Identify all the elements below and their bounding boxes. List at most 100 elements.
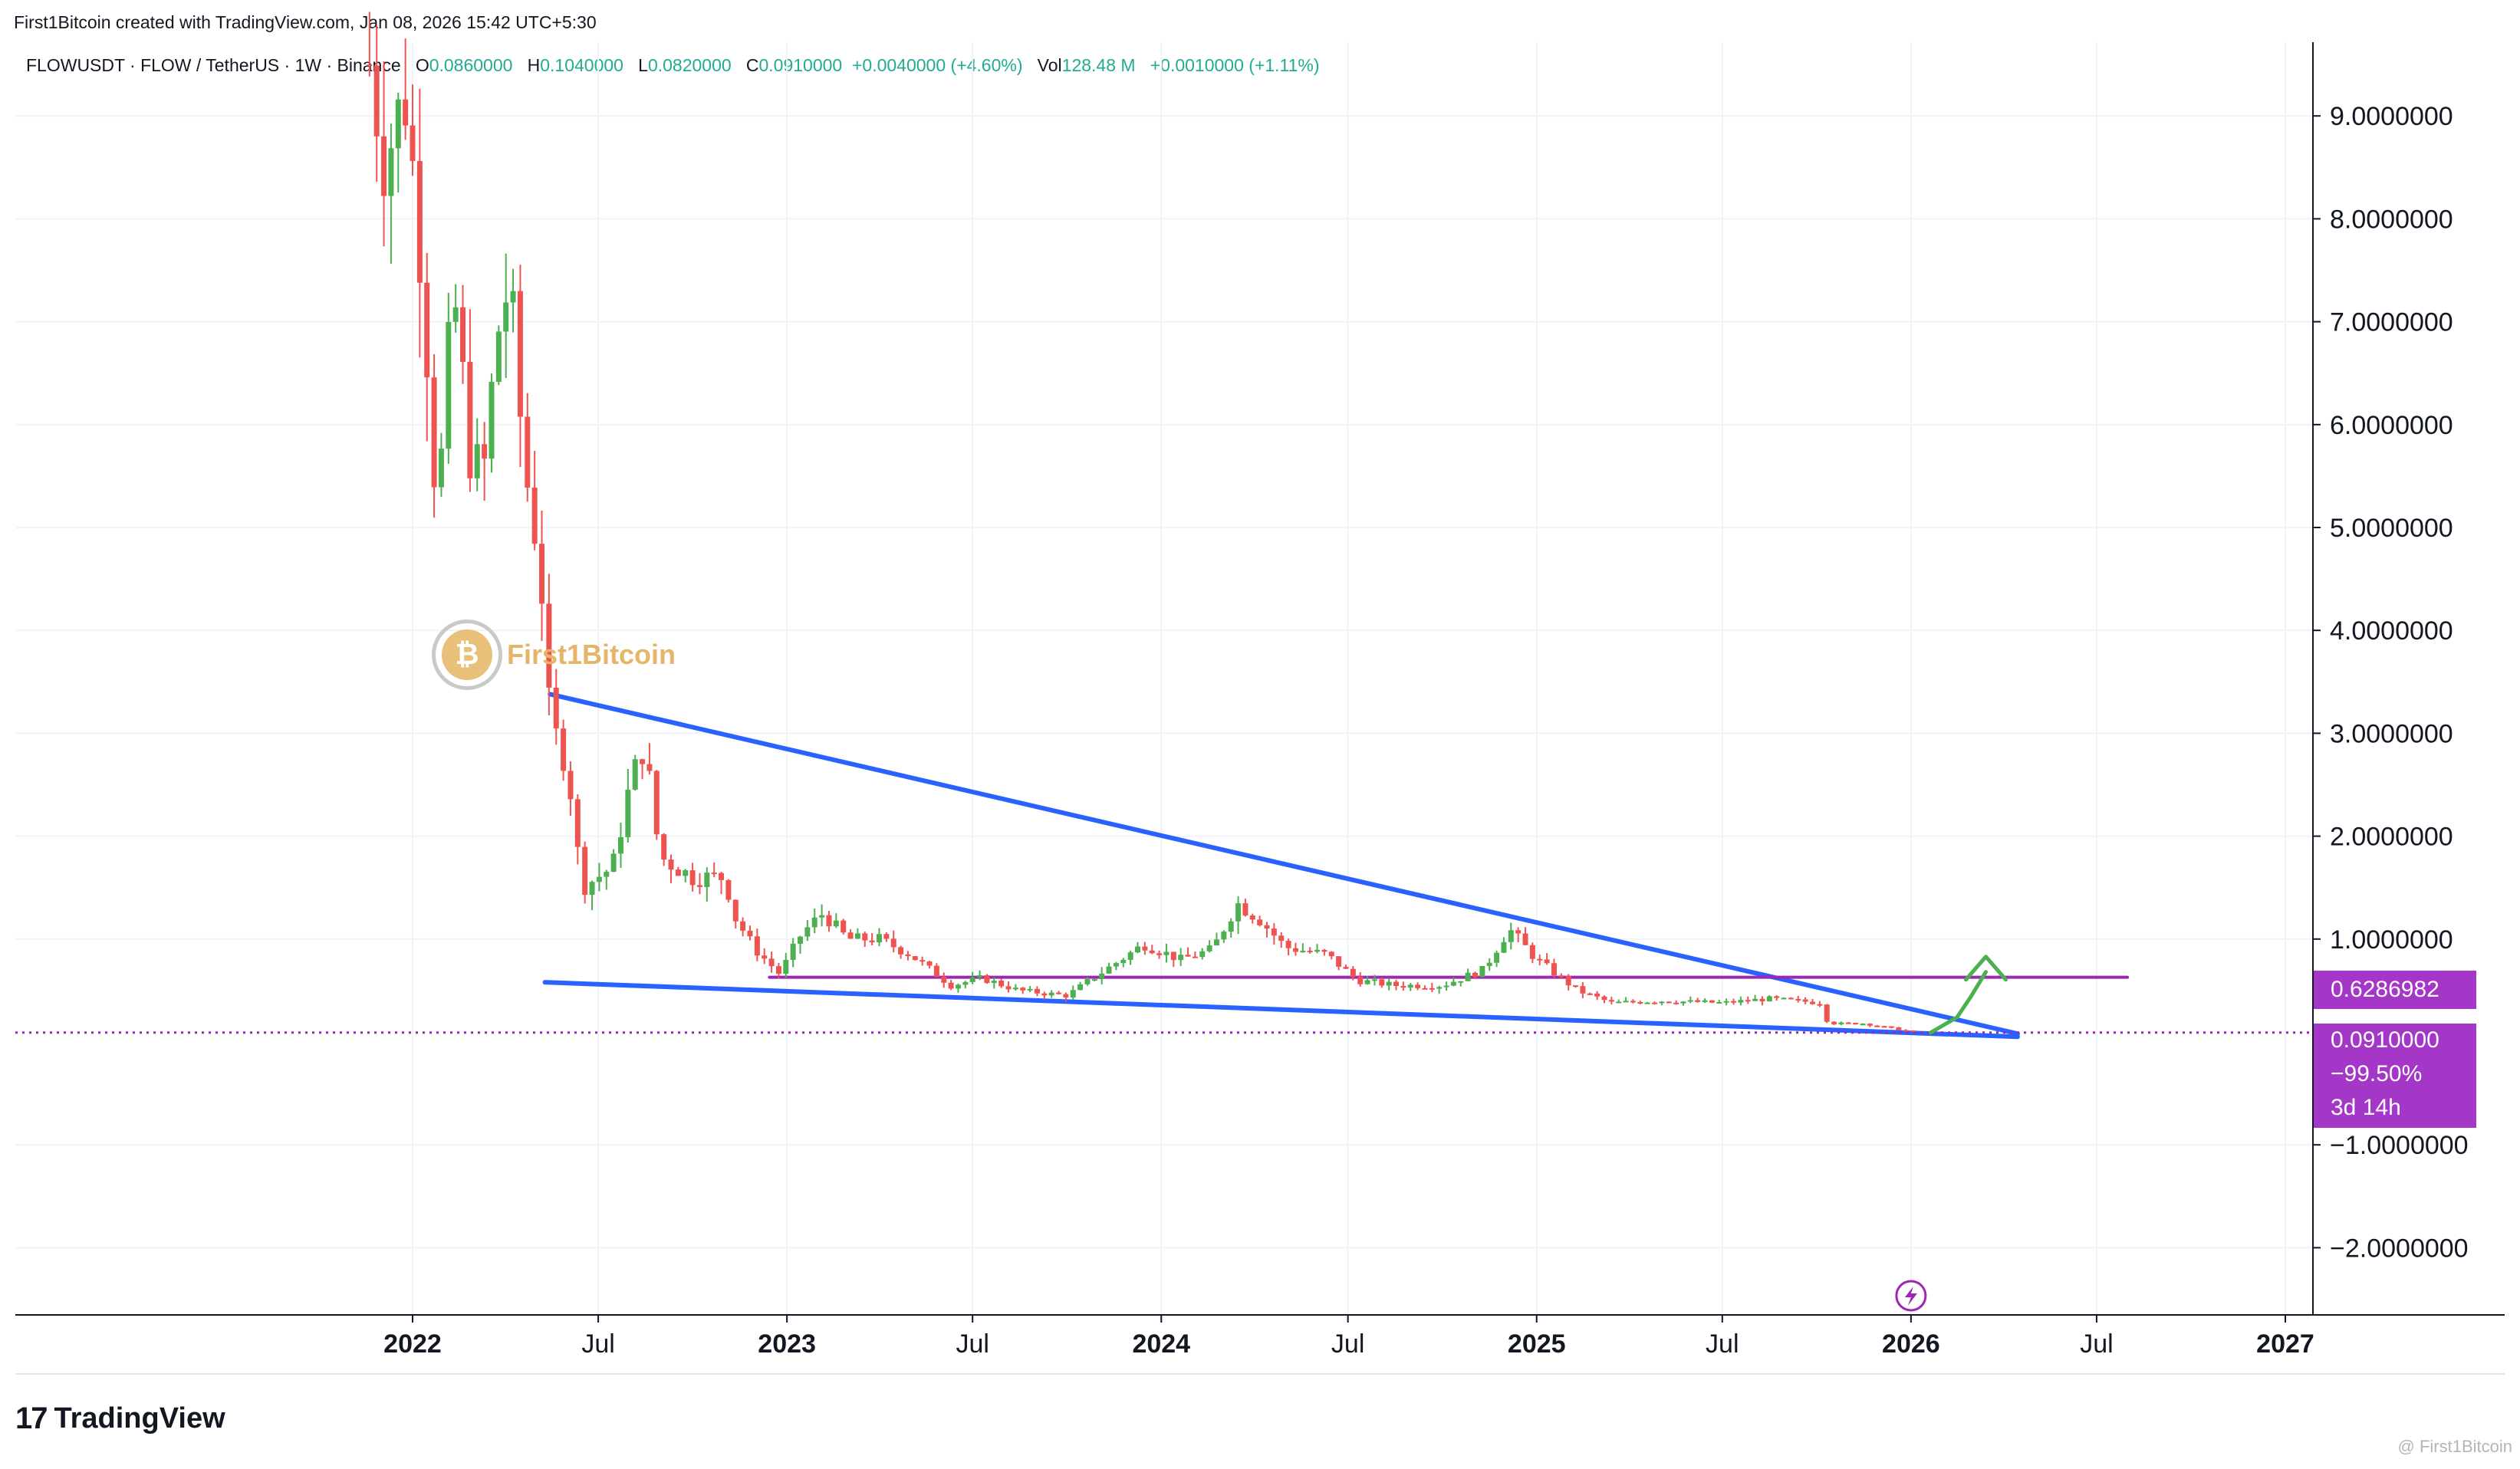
- candle: [1680, 1001, 1686, 1006]
- candle-body: [1544, 959, 1550, 964]
- candle: [725, 879, 732, 903]
- candle-body: [1393, 981, 1400, 986]
- candle: [1034, 986, 1040, 997]
- candle-body: [646, 764, 653, 771]
- candle: [941, 972, 947, 988]
- candle-body: [1486, 962, 1492, 966]
- candle: [1465, 968, 1471, 981]
- candle-body: [1379, 979, 1385, 986]
- candle-body: [1278, 935, 1285, 942]
- tradingview-logo[interactable]: 17 TradingView: [15, 1402, 225, 1436]
- candle-body: [1644, 1002, 1650, 1004]
- candle-body: [1501, 942, 1507, 953]
- candle: [1120, 958, 1127, 968]
- low-label: L: [638, 55, 648, 75]
- symbol-label[interactable]: FLOWUSDT · FLOW / TetherUS · 1W · Binanc…: [26, 55, 401, 75]
- candle: [1817, 1001, 1823, 1007]
- grid: [15, 42, 2313, 1315]
- open-value: 0.0860000: [429, 55, 513, 75]
- candle: [1501, 937, 1507, 954]
- candle: [1328, 951, 1334, 960]
- candle-body: [1192, 956, 1198, 958]
- candle-body: [1070, 990, 1076, 998]
- candle-body: [1723, 1001, 1729, 1003]
- candle: [1608, 997, 1614, 1005]
- candle: [1673, 1000, 1679, 1005]
- candle: [1264, 922, 1270, 938]
- candle-body: [1666, 1001, 1672, 1004]
- candle: [869, 933, 875, 946]
- volume-label: Vol: [1037, 55, 1062, 75]
- candle-body: [798, 936, 804, 944]
- candle-body: [1307, 951, 1313, 953]
- candle-body: [1350, 968, 1356, 978]
- candle: [847, 929, 854, 939]
- candle-body: [1659, 1001, 1665, 1004]
- x-tick-label: 2027: [2256, 1329, 2314, 1359]
- projection: [1928, 955, 2008, 1035]
- candle: [1687, 996, 1693, 1004]
- candle-body: [962, 981, 969, 985]
- candle-body: [1896, 1027, 1902, 1030]
- candle-body: [1343, 966, 1349, 969]
- candle-body: [424, 282, 430, 378]
- candle: [1573, 985, 1579, 988]
- candle-body: [890, 938, 896, 948]
- candle-body: [1673, 1002, 1679, 1004]
- candle-body: [1084, 979, 1091, 984]
- candle: [1659, 1001, 1665, 1006]
- candle: [1271, 923, 1277, 945]
- candle: [632, 754, 638, 791]
- candle: [1170, 951, 1176, 968]
- candle: [955, 983, 961, 993]
- candle-body: [1063, 994, 1069, 998]
- candle: [1285, 938, 1291, 955]
- candle-body: [1788, 997, 1794, 1000]
- candle: [1192, 951, 1198, 958]
- candle: [1429, 982, 1435, 992]
- candle: [1242, 899, 1248, 917]
- candle: [1486, 958, 1492, 971]
- candle: [367, 12, 373, 77]
- candle-body: [668, 859, 674, 870]
- candle: [819, 904, 825, 927]
- candle-body: [1630, 1001, 1636, 1003]
- candle: [1802, 997, 1808, 1005]
- y-tick-label: 2.0000000: [2330, 823, 2453, 852]
- candle: [1788, 997, 1794, 1000]
- candle-body: [1407, 984, 1413, 988]
- candle-body: [625, 789, 631, 837]
- candle: [1221, 930, 1227, 943]
- candle: [740, 917, 746, 937]
- candle-body: [1508, 930, 1514, 942]
- candle: [1529, 942, 1535, 964]
- candle-body: [762, 955, 768, 959]
- candle-body: [531, 487, 538, 544]
- candle: [1249, 913, 1255, 924]
- candle-body: [1494, 952, 1500, 963]
- candle-body: [474, 444, 480, 478]
- candle-body: [1580, 986, 1586, 994]
- candle: [668, 854, 674, 883]
- candle: [553, 669, 559, 745]
- candle: [373, 25, 380, 182]
- candle: [525, 393, 531, 502]
- candle-body: [1565, 975, 1571, 986]
- candle: [1307, 947, 1313, 954]
- candle: [962, 981, 969, 989]
- x-tick-label: 2023: [758, 1329, 816, 1359]
- candle-body: [1587, 993, 1593, 995]
- candle: [1702, 998, 1708, 1004]
- candle-body: [1716, 1002, 1722, 1004]
- candle-body: [553, 687, 559, 729]
- candle-body: [955, 984, 961, 989]
- candle: [1163, 943, 1170, 963]
- candle: [1845, 1021, 1851, 1024]
- upper-trendline: [548, 692, 2020, 1037]
- y-tick-label: 4.0000000: [2330, 616, 2453, 646]
- candle-body: [704, 873, 710, 887]
- candle-body: [1357, 977, 1364, 984]
- candle-body: [446, 321, 452, 449]
- candle-body: [1752, 998, 1758, 1001]
